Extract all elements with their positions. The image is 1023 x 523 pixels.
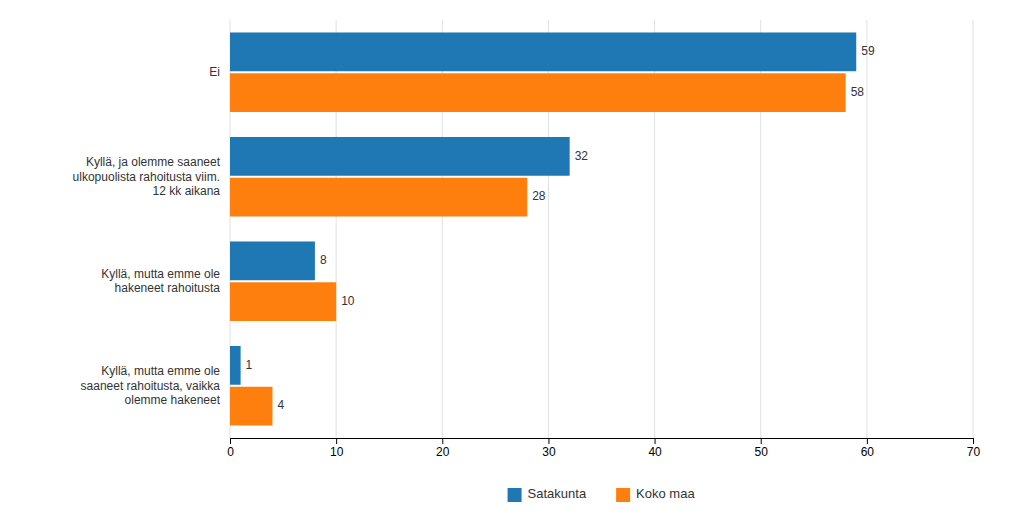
- x-tick-label: 40: [648, 445, 662, 459]
- x-tick-mark: [867, 438, 868, 444]
- grid-line: [973, 20, 974, 438]
- y-tick: Kyllä, mutta emme olehakeneet rahoitusta: [101, 267, 220, 295]
- data-label: 1: [246, 358, 253, 372]
- y-tick-label: Kyllä, ja olemme saaneetulkopuolista rah…: [73, 155, 221, 198]
- x-tick-mark: [230, 438, 231, 444]
- y-tick-label: Ei: [209, 65, 220, 79]
- data-label: 28: [532, 189, 546, 203]
- bar: [230, 73, 846, 112]
- data-label: 4: [277, 398, 284, 412]
- bars: [230, 32, 856, 425]
- y-axis: Ei Kyllä, ja olemme saaneetulkopuolista r…: [73, 65, 221, 407]
- x-tick-label: 60: [861, 445, 875, 459]
- chart: 5932815828104010203040506070EiKyllä, ja …: [0, 0, 1023, 523]
- x-tick-mark: [442, 438, 443, 444]
- grid: [230, 20, 973, 438]
- x-tick-mark: [336, 438, 337, 444]
- x-tick: 0: [227, 438, 234, 459]
- x-axis: 0 10 20 30 40 50 60 70: [227, 438, 980, 459]
- x-tick-label: 20: [436, 445, 450, 459]
- bar: [230, 387, 272, 426]
- x-tick-mark: [548, 438, 549, 444]
- x-tick-mark: [973, 438, 974, 444]
- data-label: 58: [851, 85, 865, 99]
- x-tick-label: 10: [330, 445, 344, 459]
- x-tick: 60: [861, 438, 875, 459]
- y-tick: Kyllä, ja olemme saaneetulkopuolista rah…: [73, 155, 221, 198]
- legend-item: Satakunta: [508, 486, 587, 502]
- x-tick-label: 50: [755, 445, 769, 459]
- legend-swatch: [616, 488, 630, 502]
- x-tick: 50: [755, 438, 769, 459]
- x-tick-label: 30: [542, 445, 556, 459]
- bar: [230, 241, 315, 280]
- legend: Satakunta Koko maa: [508, 486, 696, 502]
- y-tick: Kyllä, mutta emme olesaaneet rahoitusta,…: [81, 364, 221, 407]
- legend-swatch: [508, 488, 522, 502]
- y-tick-label: Kyllä, mutta emme olesaaneet rahoitusta,…: [81, 364, 221, 407]
- bar: [230, 346, 241, 385]
- data-label: 59: [861, 44, 875, 58]
- x-tick-label: 70: [967, 445, 981, 459]
- x-tick-mark: [761, 438, 762, 444]
- data-label: 32: [575, 149, 589, 163]
- data-label: 10: [341, 294, 355, 308]
- data-labels: 59 32 8 1 58 28 10 4: [246, 44, 875, 412]
- x-tick: 40: [648, 438, 662, 459]
- x-tick: 10: [330, 438, 344, 459]
- bar: [230, 32, 856, 71]
- x-tick-label: 0: [227, 445, 234, 459]
- x-tick-mark: [655, 438, 656, 444]
- x-axis-line: [231, 439, 974, 445]
- legend-item: Koko maa: [616, 486, 695, 502]
- bar: [230, 137, 570, 176]
- data-label: 8: [320, 253, 327, 267]
- legend-label: Satakunta: [528, 486, 587, 501]
- bar: [230, 282, 336, 321]
- x-tick: 20: [436, 438, 450, 459]
- legend-label: Koko maa: [636, 486, 695, 501]
- bar: [230, 178, 527, 217]
- y-tick-label: Kyllä, mutta emme olehakeneet rahoitusta: [101, 267, 220, 295]
- x-tick: 70: [967, 438, 981, 459]
- y-tick: Ei: [209, 65, 220, 79]
- grid-line: [866, 20, 867, 438]
- x-tick: 30: [542, 438, 556, 459]
